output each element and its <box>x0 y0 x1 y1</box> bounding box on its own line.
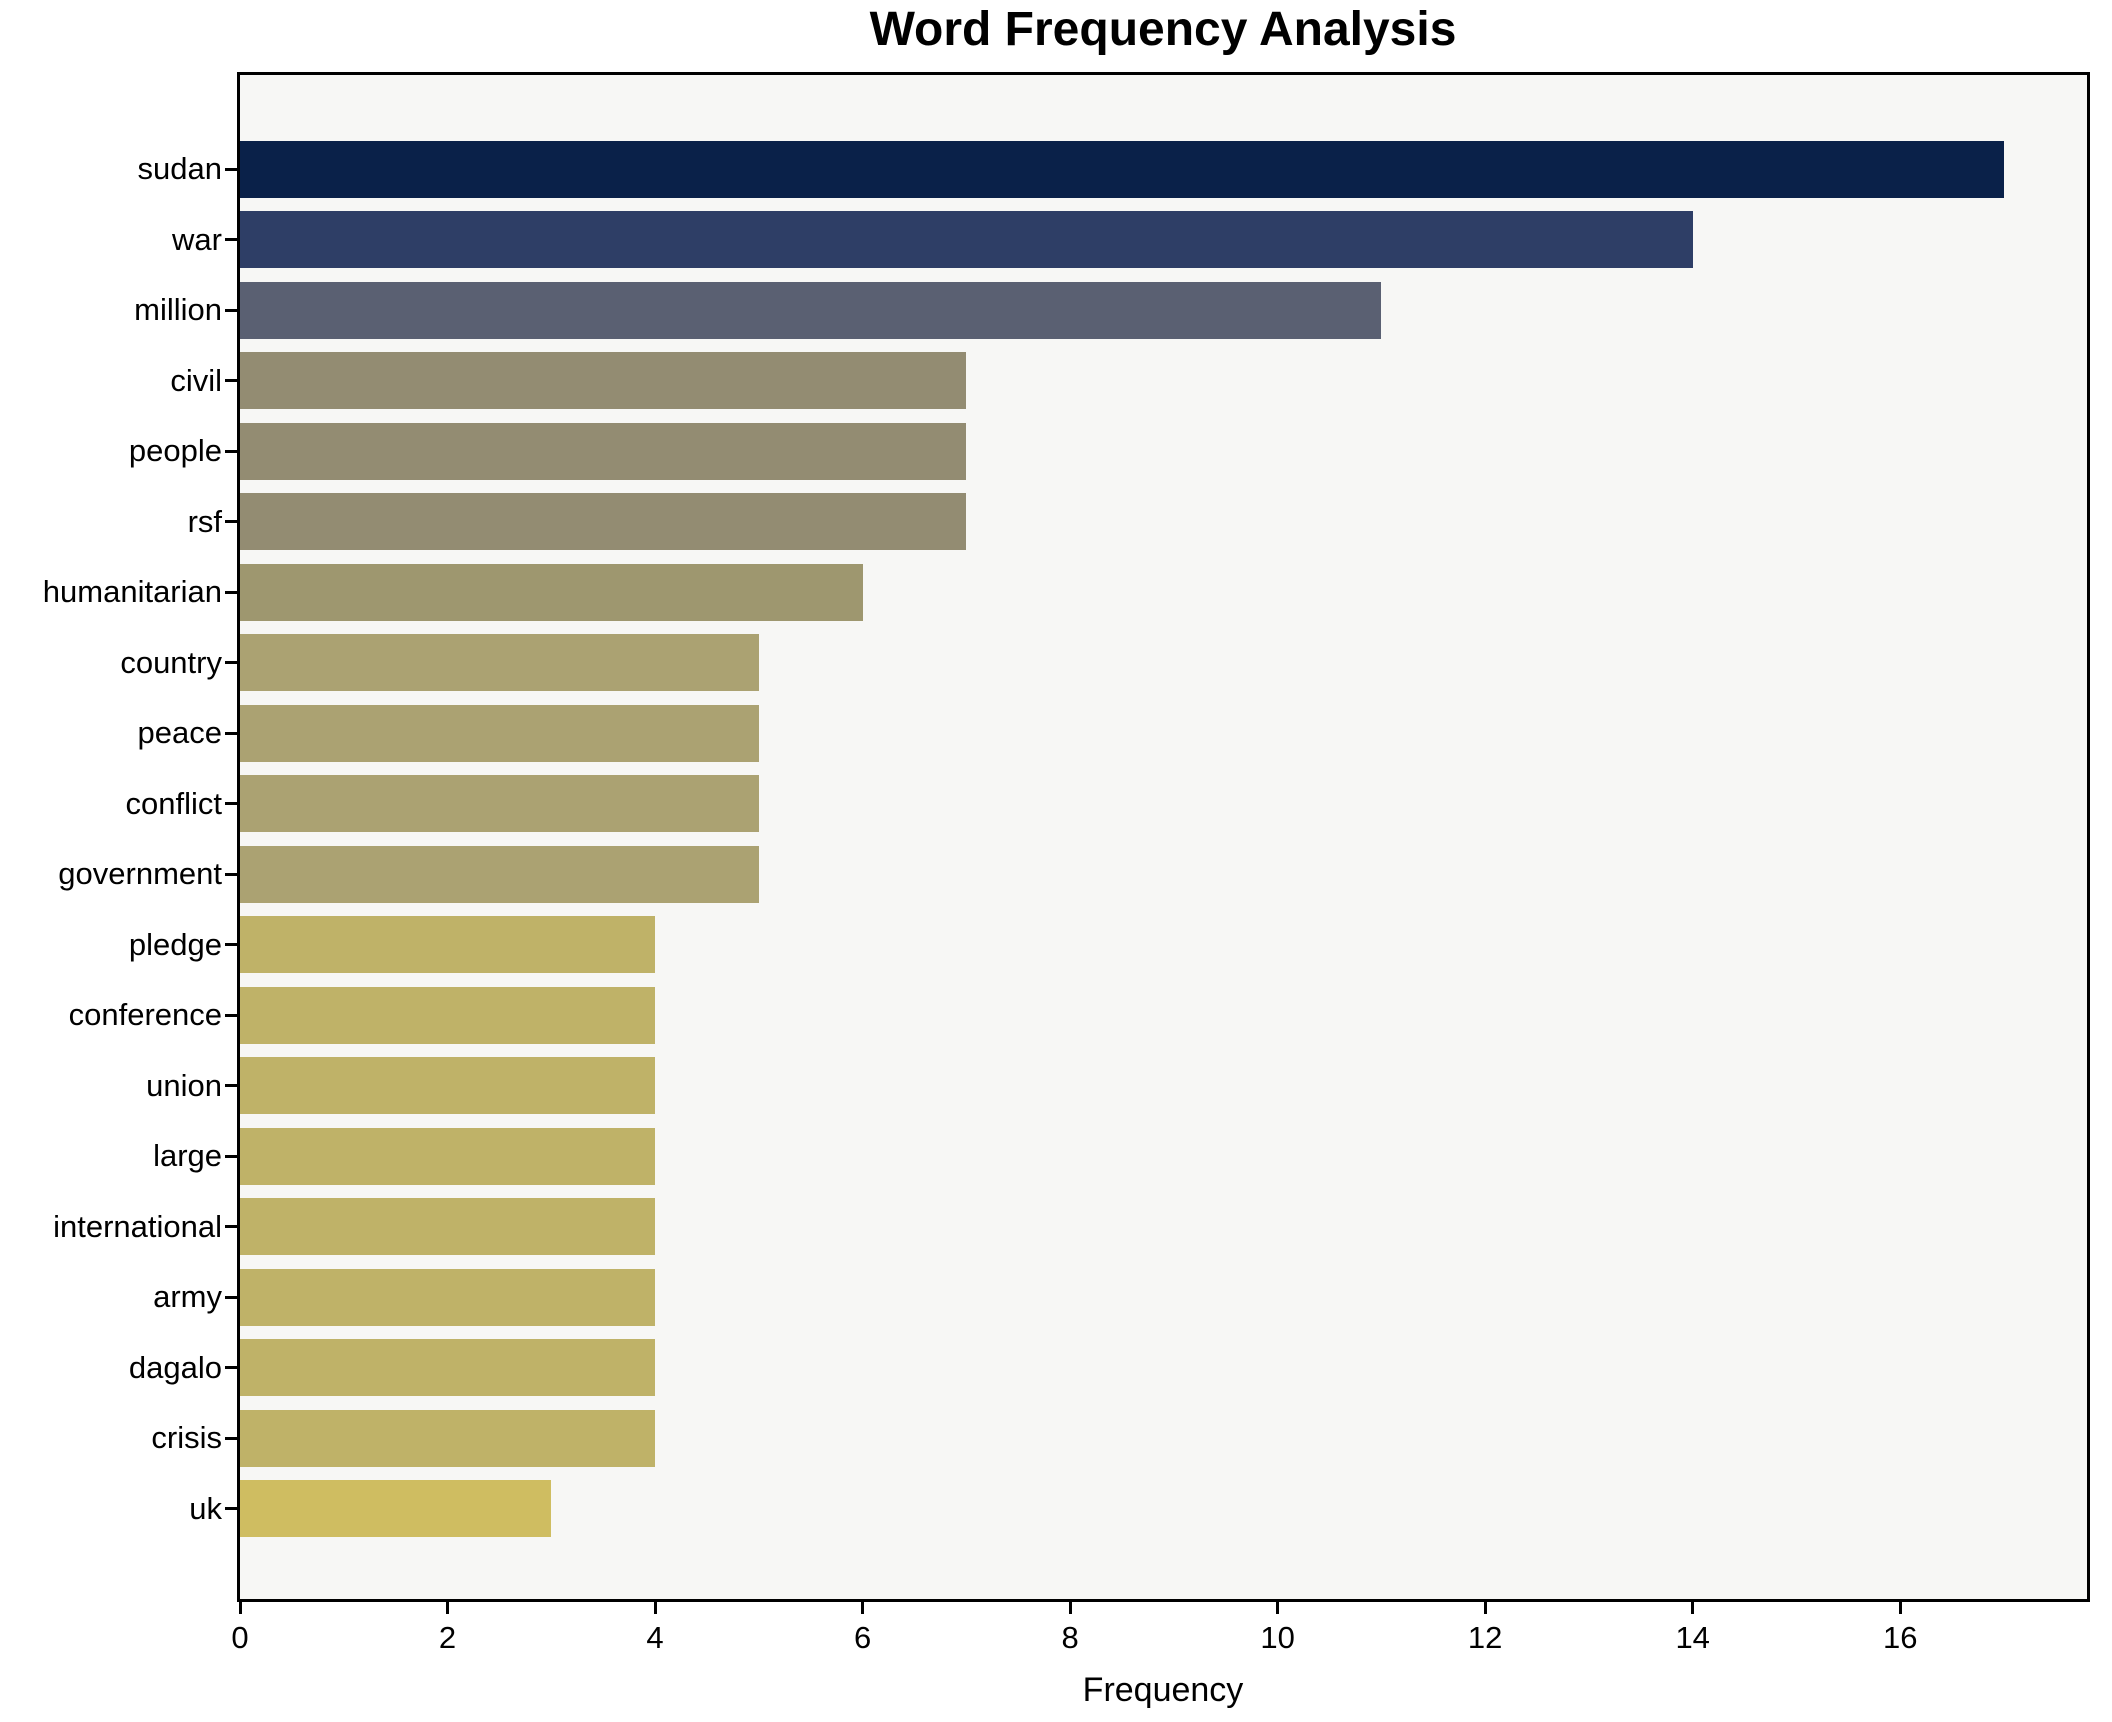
y-axis-label-army: army <box>153 1279 222 1314</box>
bar-peace <box>240 704 759 762</box>
bar-people <box>240 422 967 480</box>
y-tick-mark <box>225 1013 237 1017</box>
bar-army <box>240 1268 656 1326</box>
y-tick-mark <box>225 802 237 805</box>
x-tick-label-10: 10 <box>1260 1620 1295 1655</box>
x-tick-mark <box>1276 1602 1280 1614</box>
bar-international <box>240 1198 656 1255</box>
bar-humanitarian <box>240 563 863 621</box>
y-tick-mark <box>225 1154 237 1158</box>
y-axis-label-million: million <box>134 292 222 327</box>
y-tick-mark <box>225 590 237 594</box>
x-tick-label-0: 0 <box>231 1620 249 1655</box>
bar-sudan <box>240 140 2004 198</box>
y-tick-mark <box>225 1084 237 1087</box>
bar-rsf <box>240 493 967 550</box>
x-tick-label-4: 4 <box>646 1620 664 1655</box>
y-tick-mark <box>225 167 237 171</box>
y-tick-mark <box>225 1225 237 1228</box>
x-axis-label: Frequency <box>1082 1671 1244 1709</box>
chart-title: Word Frequency Analysis <box>869 3 1457 56</box>
x-tick-mark <box>238 1602 242 1614</box>
y-tick-mark <box>225 308 237 312</box>
y-axis-label-conflict: conflict <box>125 785 222 821</box>
bar-civil <box>240 352 967 409</box>
bar-government <box>240 845 759 903</box>
x-tick-label-14: 14 <box>1675 1620 1710 1655</box>
y-tick-mark <box>225 943 237 946</box>
bar-conference <box>240 986 656 1044</box>
y-axis-label-government: government <box>58 856 222 891</box>
y-tick-mark <box>225 238 237 241</box>
y-axis-label-conference: conference <box>68 997 222 1032</box>
y-tick-mark <box>225 520 237 523</box>
x-tick-mark <box>1898 1602 1902 1614</box>
y-axis-label-dagalo: dagalo <box>128 1349 222 1385</box>
bar-million <box>240 281 1382 339</box>
bar-uk <box>240 1480 552 1537</box>
y-tick-mark <box>225 1507 237 1510</box>
bar-large <box>240 1127 656 1185</box>
y-axis-label-uk: uk <box>189 1490 222 1526</box>
plot-area <box>237 72 2090 1602</box>
y-axis-label-civil: civil <box>170 362 222 398</box>
y-axis-label-crisis: crisis <box>151 1420 222 1455</box>
x-tick-mark <box>1483 1602 1487 1614</box>
x-tick-mark <box>653 1602 657 1614</box>
x-tick-label-16: 16 <box>1882 1620 1918 1655</box>
y-axis-label-large: large <box>153 1138 222 1173</box>
bar-crisis <box>240 1409 656 1467</box>
x-tick-label-8: 8 <box>1061 1620 1079 1655</box>
y-tick-mark <box>225 731 237 735</box>
y-tick-mark <box>225 1295 237 1299</box>
bar-conflict <box>240 775 759 832</box>
bar-dagalo <box>240 1339 656 1396</box>
x-tick-mark <box>1691 1602 1695 1614</box>
y-tick-mark <box>225 872 237 876</box>
bar-country <box>240 634 759 691</box>
y-axis-label-sudan: sudan <box>137 151 222 186</box>
y-tick-mark <box>225 1436 237 1440</box>
x-tick-label-6: 6 <box>853 1620 872 1655</box>
y-tick-mark <box>225 661 237 664</box>
x-tick-label-12: 12 <box>1467 1620 1503 1655</box>
y-axis-label-peace: peace <box>137 715 222 750</box>
y-axis-label-people: people <box>128 433 222 468</box>
y-axis-label-humanitarian: humanitarian <box>42 574 222 609</box>
x-tick-label-2: 2 <box>438 1620 457 1655</box>
y-tick-mark <box>225 379 237 382</box>
x-tick-mark <box>446 1602 450 1614</box>
y-axis-label-union: union <box>146 1067 222 1103</box>
x-tick-mark <box>1068 1602 1072 1614</box>
y-tick-mark <box>225 449 237 453</box>
x-tick-mark <box>861 1602 865 1614</box>
y-axis-label-rsf: rsf <box>187 503 222 539</box>
y-tick-mark <box>225 1366 237 1369</box>
bar-war <box>240 211 1693 268</box>
y-axis-label-country: country <box>120 644 222 680</box>
y-axis-label-war: war <box>172 221 222 257</box>
y-axis-label-pledge: pledge <box>128 926 222 962</box>
bar-pledge <box>240 916 656 973</box>
y-axis-label-international: international <box>53 1208 222 1244</box>
bar-union <box>240 1057 656 1114</box>
